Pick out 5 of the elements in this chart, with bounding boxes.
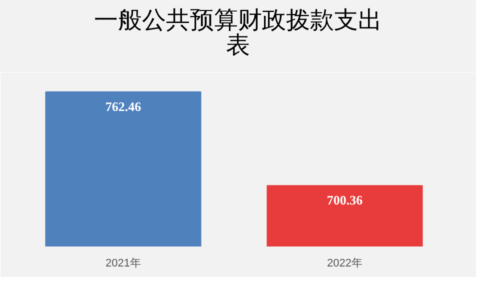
chart-title: 一般公共预算财政拨款支出表 [94, 6, 382, 60]
data-label: 762.46 [105, 98, 142, 114]
x-tick-label: 2022年 [327, 258, 362, 270]
x-tick-label: 2021年 [106, 258, 141, 270]
data-label: 700.36 [326, 192, 364, 208]
